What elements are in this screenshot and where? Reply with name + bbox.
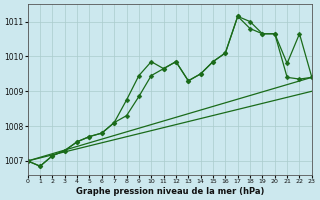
X-axis label: Graphe pression niveau de la mer (hPa): Graphe pression niveau de la mer (hPa) <box>76 187 264 196</box>
